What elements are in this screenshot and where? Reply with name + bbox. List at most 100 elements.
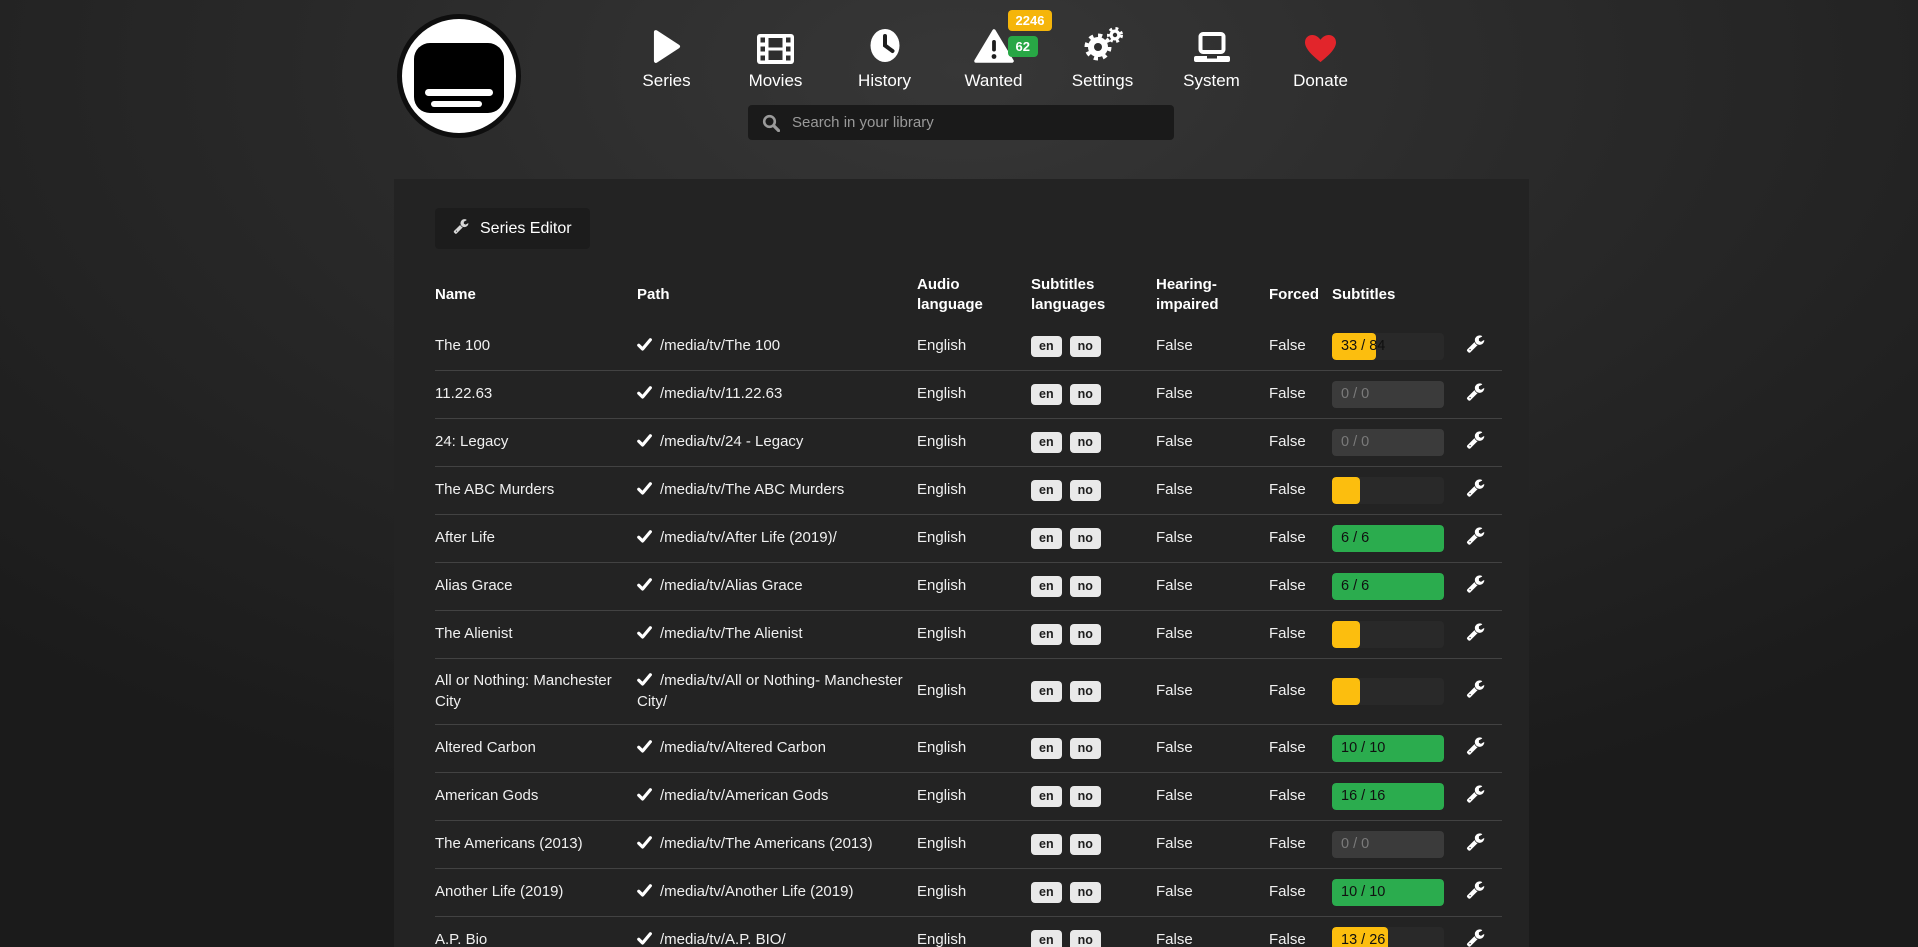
nav-item-movies[interactable]: Movies [721,22,830,91]
audio-language: English [917,787,967,805]
language-badge: no [1069,383,1101,406]
wrench-icon[interactable] [1462,736,1485,755]
wrench-icon[interactable] [1462,679,1485,698]
heart-icon [1303,22,1338,64]
series-name: The 100 [435,337,491,355]
wrench-icon[interactable] [1462,430,1485,449]
check-icon [637,626,652,640]
progress-fill [1332,477,1360,504]
language-badge: en [1031,383,1062,406]
nav-item-wanted[interactable]: 2246 62 Wanted [939,10,1053,91]
path-text: /media/tv/A.P. BIO/ [660,931,786,947]
table-row: The Alienist/media/tv/The Alienist Englis… [435,611,1502,659]
subtitle-languages: en no [1031,383,1156,406]
edit-cell [1462,928,1502,947]
table-row: Altered Carbon/media/tv/Altered Carbon En… [435,725,1502,773]
edit-cell [1462,880,1502,905]
subtitles-progress [1332,678,1462,705]
progress-fill [1332,879,1444,906]
bazarr-logo[interactable] [397,14,521,138]
nav-item-series[interactable]: Series [612,22,721,91]
table-row: Alias Grace/media/tv/Alias Grace English e… [435,563,1502,611]
language-badge: en [1031,335,1062,358]
edit-cell [1462,526,1502,551]
nav-item-donate[interactable]: Donate [1266,22,1375,91]
subtitles-progress: 0 / 0 [1332,381,1462,408]
wrench-icon[interactable] [1462,334,1485,353]
forced-value: False [1269,739,1306,757]
series-name: The Alienist [435,625,513,643]
nav-item-label: Settings [1071,71,1134,90]
edit-cell [1462,478,1502,503]
nav-item-label: Movies [748,71,803,90]
column-header: Audio language [917,275,983,313]
progress-label: 10 / 10 [1341,739,1386,756]
hearing-impaired-value: False [1156,682,1193,700]
check-icon [637,386,652,400]
table-row: After Life/media/tv/After Life (2019)/ En… [435,515,1502,563]
series-name: All or Nothing: Manchester City [435,672,612,710]
subtitles-progress: 6 / 6 [1332,525,1462,552]
wrench-icon[interactable] [1462,478,1485,497]
subtitle-languages: en no [1031,623,1156,646]
series-path: /media/tv/The Alienist [637,624,917,644]
check-icon [637,338,652,352]
language-badge: no [1069,479,1101,502]
hearing-impaired-value: False [1156,739,1193,757]
subtitle-languages: en no [1031,833,1156,856]
audio-language: English [917,835,967,853]
audio-language: English [917,529,967,547]
hearing-impaired-value: False [1156,883,1193,901]
progress-bar: 0 / 0 [1332,831,1444,858]
path-text: /media/tv/American Gods [660,787,829,805]
check-icon [637,578,652,592]
progress-label: 10 / 10 [1341,883,1386,900]
series-editor-button[interactable]: Series Editor [435,208,590,249]
series-path: /media/tv/24 - Legacy [637,432,917,452]
nav-item-system[interactable]: System [1157,22,1266,91]
nav-item-settings[interactable]: Settings [1048,22,1157,91]
language-badge: no [1069,527,1101,550]
search-input[interactable] [790,113,1174,132]
wrench-icon[interactable] [1462,526,1485,545]
table-row: The ABC Murders/media/tv/The ABC Murders… [435,467,1502,515]
wrench-icon[interactable] [1462,880,1485,899]
progress-bar [1332,678,1444,705]
hearing-impaired-value: False [1156,577,1193,595]
language-badge: no [1069,575,1101,598]
subtitle-languages: en no [1031,335,1156,358]
progress-bar: 6 / 6 [1332,573,1444,600]
content-panel: Series Editor Name Path Audio language Subt… [394,179,1529,947]
language-badge: en [1031,431,1062,454]
language-badge: en [1031,881,1062,904]
language-badge: no [1069,431,1101,454]
progress-label: 6 / 6 [1341,577,1370,594]
wrench-icon[interactable] [1462,832,1485,851]
forced-value: False [1269,682,1306,700]
warning-icon: 2246 62 [973,10,1053,64]
column-header: Hearing-impaired [1156,275,1219,313]
wrench-icon[interactable] [1462,382,1485,401]
nav-item-history[interactable]: History [830,22,939,91]
wrench-icon[interactable] [1462,574,1485,593]
hearing-impaired-value: False [1156,433,1193,451]
laptop-icon [1192,22,1232,64]
hearing-impaired-value: False [1156,787,1193,805]
audio-language: English [917,883,967,901]
table-row: 11.22.63/media/tv/11.22.63 English en no Fal… [435,371,1502,419]
hearing-impaired-value: False [1156,529,1193,547]
subtitles-progress [1332,477,1462,504]
progress-bar: 33 / 84 [1332,333,1444,360]
wrench-icon[interactable] [1462,622,1485,641]
series-path: /media/tv/The Americans (2013) [637,834,917,854]
audio-language: English [917,682,967,700]
series-path: /media/tv/Altered Carbon [637,738,917,758]
wrench-icon[interactable] [1462,784,1485,803]
language-badge: en [1031,929,1062,947]
edit-cell [1462,622,1502,647]
language-badge: en [1031,680,1062,703]
hearing-impaired-value: False [1156,481,1193,499]
check-icon [637,434,652,448]
wrench-icon[interactable] [1462,928,1485,947]
path-text: /media/tv/After Life (2019)/ [660,529,837,547]
